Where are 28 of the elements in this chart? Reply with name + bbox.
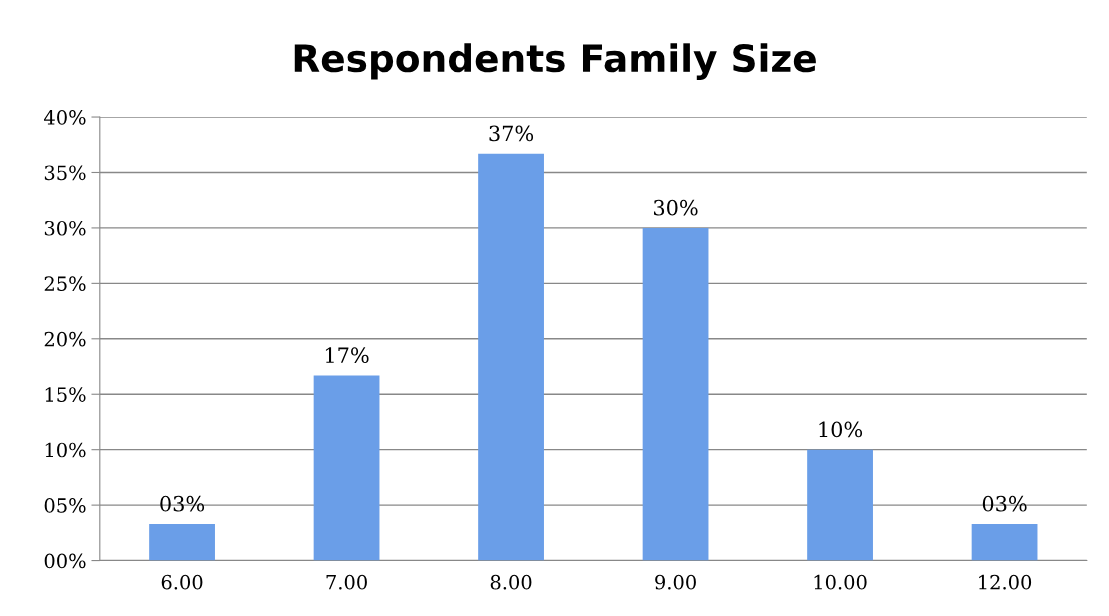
x-tick-label: 7.00 [326,574,367,590]
y-tick-label: 10% [45,442,86,458]
bar [149,523,215,561]
x-tick-label: 6.00 [161,574,203,590]
data-label: 37% [489,125,534,142]
y-tick-label: 20% [44,331,86,347]
x-tick-label: 8.00 [490,574,532,590]
x-tick-label: 10.00 [814,574,867,590]
bar [313,375,380,561]
chart-title: Respondents Family Size [294,43,816,80]
y-tick-label: 15% [45,387,86,402]
data-label: 03% [982,495,1027,512]
bar [642,227,709,561]
y-tick-label: 40% [44,110,86,125]
data-label: 03% [160,495,205,512]
x-tick-label: 9.00 [655,574,696,590]
bar [807,449,873,561]
y-tick-label: 25% [44,276,86,292]
y-tick-label: 30% [44,220,86,236]
data-label: 10% [819,421,863,438]
data-label: 30% [654,199,698,216]
x-tick-label: 12.00 [979,574,1032,590]
bar [478,153,544,561]
y-tick-label: 35% [44,165,86,181]
y-tick-label: 00% [44,553,86,569]
bar [971,523,1038,561]
y-tick-label: 05% [44,498,86,513]
data-label: 17% [325,347,369,364]
